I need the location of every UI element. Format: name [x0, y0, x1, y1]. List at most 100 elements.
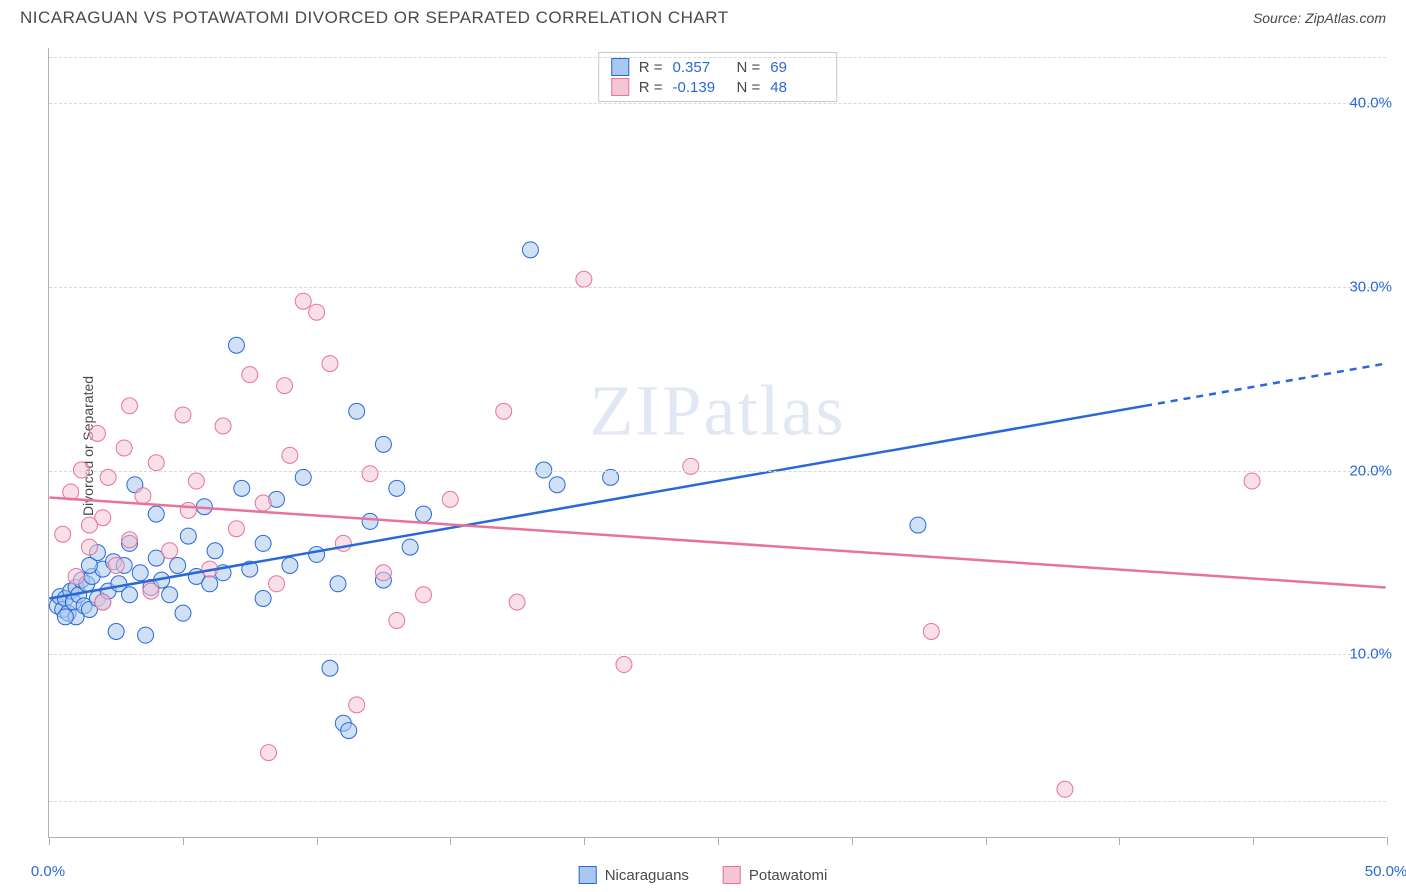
data-point: [55, 526, 71, 542]
data-point: [349, 403, 365, 419]
data-point: [1057, 781, 1073, 797]
legend-label: Nicaraguans: [605, 867, 689, 884]
data-point: [549, 477, 565, 493]
data-point: [923, 624, 939, 640]
stats-row: R =0.357N =69: [611, 57, 825, 77]
x-tick: [718, 837, 719, 845]
data-point: [295, 469, 311, 485]
stat-n-value: 69: [770, 59, 824, 76]
x-tick: [852, 837, 853, 845]
data-point: [389, 612, 405, 628]
data-point: [122, 532, 138, 548]
plot-area: ZIPatlas R =0.357N =69R =-0.139N =48: [48, 48, 1386, 838]
data-point: [402, 539, 418, 555]
legend-item: Potawatomi: [723, 866, 827, 884]
data-point: [362, 466, 378, 482]
data-point: [509, 594, 525, 610]
data-point: [442, 491, 458, 507]
data-point: [143, 583, 159, 599]
stats-row: R =-0.139N =48: [611, 77, 825, 97]
y-tick-label: 40.0%: [1349, 95, 1392, 112]
data-point: [207, 543, 223, 559]
data-point: [309, 546, 325, 562]
trend-line-extrapolated: [1145, 364, 1386, 406]
x-tick: [183, 837, 184, 845]
x-tick: [317, 837, 318, 845]
data-point: [255, 590, 271, 606]
data-point: [57, 609, 73, 625]
legend-swatch: [723, 866, 741, 884]
data-point: [389, 480, 405, 496]
data-point: [277, 378, 293, 394]
data-point: [135, 488, 151, 504]
data-point: [68, 568, 84, 584]
x-tick: [1119, 837, 1120, 845]
data-point: [269, 576, 285, 592]
data-point: [910, 517, 926, 533]
chart-source: Source: ZipAtlas.com: [1253, 10, 1386, 26]
data-point: [108, 624, 124, 640]
data-point: [132, 565, 148, 581]
data-point: [180, 528, 196, 544]
legend-swatch: [579, 866, 597, 884]
stat-n-value: 48: [770, 79, 824, 96]
stat-n-label: N =: [737, 59, 761, 76]
data-point: [202, 576, 218, 592]
data-point: [228, 337, 244, 353]
gridline: [49, 103, 1386, 104]
data-point: [116, 440, 132, 456]
data-point: [341, 723, 357, 739]
data-point: [295, 293, 311, 309]
plot-svg: [49, 48, 1386, 837]
data-point: [180, 502, 196, 518]
data-point: [416, 587, 432, 603]
data-point: [162, 543, 178, 559]
data-point: [122, 398, 138, 414]
x-tick: [986, 837, 987, 845]
data-point: [122, 587, 138, 603]
data-point: [576, 271, 592, 287]
x-tick: [1253, 837, 1254, 845]
chart-title: NICARAGUAN VS POTAWATOMI DIVORCED OR SEP…: [20, 8, 729, 28]
data-point: [81, 557, 97, 573]
data-point: [175, 407, 191, 423]
data-point: [375, 436, 391, 452]
data-point: [416, 506, 432, 522]
chart-header: NICARAGUAN VS POTAWATOMI DIVORCED OR SEP…: [0, 0, 1406, 42]
data-point: [188, 473, 204, 489]
data-point: [1244, 473, 1260, 489]
legend-swatch: [611, 58, 629, 76]
gridline: [49, 654, 1386, 655]
legend-swatch: [611, 78, 629, 96]
data-point: [170, 557, 186, 573]
legend-item: Nicaraguans: [579, 866, 689, 884]
gridline: [49, 57, 1386, 58]
data-point: [255, 495, 271, 511]
stat-r-label: R =: [639, 59, 663, 76]
series-legend: Nicaraguans Potawatomi: [579, 866, 828, 884]
legend-label: Potawatomi: [749, 867, 827, 884]
stat-n-label: N =: [737, 79, 761, 96]
gridline: [49, 471, 1386, 472]
data-point: [309, 304, 325, 320]
data-point: [603, 469, 619, 485]
data-point: [175, 605, 191, 621]
data-point: [89, 425, 105, 441]
data-point: [683, 458, 699, 474]
x-tick-label: 0.0%: [31, 863, 65, 880]
data-point: [362, 513, 378, 529]
x-tick: [450, 837, 451, 845]
data-point: [234, 480, 250, 496]
data-point: [162, 587, 178, 603]
data-point: [95, 594, 111, 610]
data-point: [282, 557, 298, 573]
y-tick-label: 20.0%: [1349, 462, 1392, 479]
x-tick: [584, 837, 585, 845]
x-tick: [1387, 837, 1388, 845]
data-point: [148, 455, 164, 471]
y-tick-label: 10.0%: [1349, 646, 1392, 663]
x-tick-label: 50.0%: [1365, 863, 1406, 880]
trend-line: [49, 406, 1145, 599]
data-point: [215, 418, 231, 434]
gridline: [49, 287, 1386, 288]
